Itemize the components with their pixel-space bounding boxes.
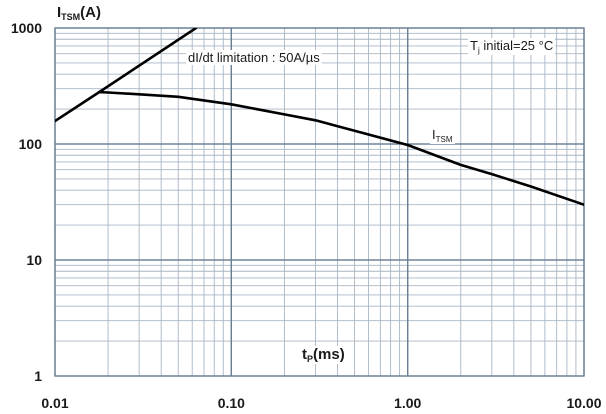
grid-major [54,27,585,377]
itsm-curve-label-sub: TSM [435,135,453,144]
y-tick-label: 1 [34,368,42,384]
grid-minor [55,28,584,376]
x-tick-label: 0.01 [41,395,68,411]
tj-annotation-rest: initial=25 °C [479,38,554,53]
y-axis-title-sub: TSM [61,12,81,22]
tj-annotation-sub: j [477,46,480,55]
itsm-curve-label: ITSM [430,127,455,144]
itsm-curve [97,90,584,206]
x-tick-label: 10.00 [566,395,601,411]
x-tick-label: 1.00 [394,395,421,411]
y-tick-label: 10 [26,252,42,268]
tj-annotation-main: T [470,38,478,53]
curves [55,28,584,206]
itsm-curve-label-main: I [432,127,436,142]
x-tick-label: 0.10 [218,395,245,411]
y-axis-title-main: I [57,4,62,21]
tj-annotation: Tj initial=25 °C [468,38,556,55]
x-axis-title-main: t [302,346,307,363]
y-tick-label: 1000 [11,20,42,36]
x-axis-title-sub: P [307,354,314,364]
y-axis-title: ITSM(A) [57,4,101,22]
y-axis-title-unit: (A) [80,4,101,21]
x-axis-title: tP(ms) [300,346,347,364]
y-tick-label: 100 [19,136,43,152]
tick-labels: 1000 100 10 1 0.01 0.10 1.00 10.00 [11,20,602,411]
x-axis-title-unit: (ms) [313,346,345,363]
didt-annotation: dI/dt limitation : 50A/µs [186,50,322,65]
plot-border [54,27,585,377]
